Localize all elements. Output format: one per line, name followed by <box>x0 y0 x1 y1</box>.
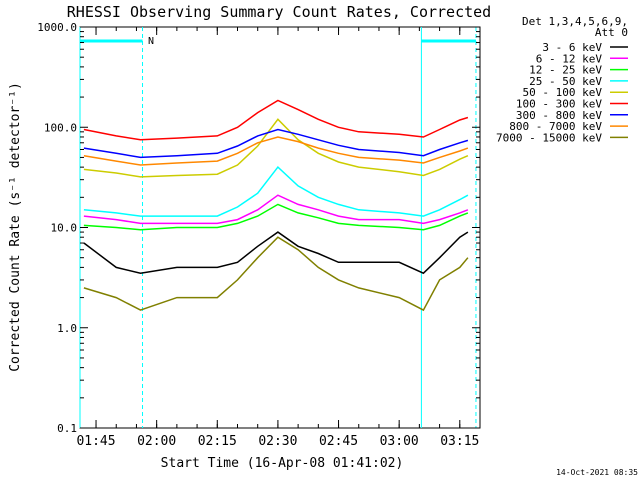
legend-label-3: 25 - 50 keV <box>529 75 602 88</box>
legend-label-8: 7000 - 15000 keV <box>496 131 602 144</box>
series-line-1 <box>83 194 469 225</box>
y-tick-label-3: 100.0 <box>44 121 77 134</box>
series-group <box>83 99 469 312</box>
y-tick-label-4: 1000.0 <box>37 21 77 34</box>
series-line-3 <box>83 165 469 217</box>
y-tick-label-1: 1.0 <box>57 322 77 335</box>
y-tick-label-0: 0.1 <box>57 422 77 435</box>
legend-label-6: 300 - 800 keV <box>516 109 602 122</box>
night-marker: N <box>148 36 154 47</box>
series-line-5 <box>83 99 469 141</box>
series-line-0 <box>83 231 469 275</box>
legend-label-7: 800 - 7000 keV <box>509 120 602 133</box>
x-tick-label-1: 02:00 <box>137 434 176 449</box>
legend-label-2: 12 - 25 keV <box>529 64 602 77</box>
x-axis-label: Start Time (16-Apr-08 01:41:02) <box>161 456 404 471</box>
x-tick-label-6: 03:15 <box>440 434 479 449</box>
series-line-4 <box>83 118 469 178</box>
chart-title: RHESSI Observing Summary Count Rates, Co… <box>67 3 491 21</box>
legend-header-0: Det 1,3,4,5,6,9, <box>522 15 628 28</box>
plot-frame <box>79 26 481 429</box>
series-line-6 <box>83 128 469 159</box>
x-tick-label-4: 02:45 <box>319 434 358 449</box>
y-axis-label: Corrected Count Rate (s⁻¹ detector⁻¹) <box>8 82 23 372</box>
series-line-2 <box>83 203 469 231</box>
x-tick-label-0: 01:45 <box>76 434 115 449</box>
legend-label-5: 100 - 300 keV <box>516 98 602 111</box>
y-tick-label-2: 10.0 <box>51 222 78 235</box>
night-intervals <box>79 27 477 428</box>
legend-header-1: Att 0 <box>595 26 628 39</box>
legend-label-0: 3 - 6 keV <box>542 41 602 54</box>
series-line-7 <box>83 136 469 166</box>
x-tick-label-5: 03:00 <box>380 434 419 449</box>
legend-label-4: 50 - 100 keV <box>523 86 603 99</box>
series-line-8 <box>83 236 469 312</box>
x-tick-label-2: 02:15 <box>198 434 237 449</box>
x-tick-label-3: 02:30 <box>258 434 297 449</box>
axes: 0.1 1.0 10.0 100.0 1000.0 01:45 02:00 02:15 02:3… <box>37 21 481 449</box>
legend-label-1: 6 - 12 keV <box>536 52 603 65</box>
timestamp: 14-Oct-2021 08:35 <box>556 468 638 477</box>
